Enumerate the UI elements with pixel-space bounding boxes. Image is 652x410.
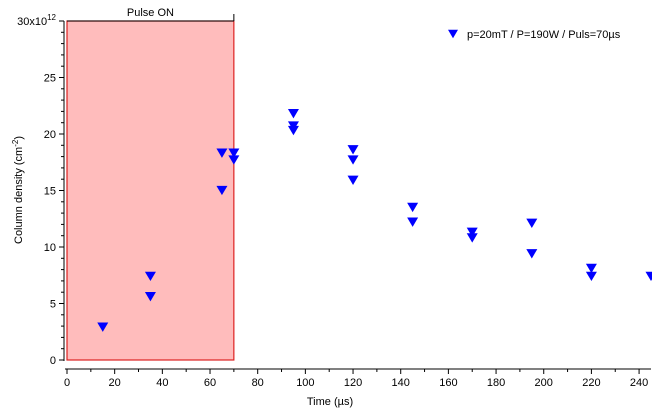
data-point [97, 322, 109, 332]
x-tick-label: 180 [487, 377, 505, 389]
y-tick-label: 15 [44, 186, 56, 198]
data-point [228, 148, 240, 158]
x-tick-label: 80 [252, 377, 264, 389]
legend: p=20mT / P=190W / Puls=70µs [448, 29, 621, 41]
x-axis-label: Time (µs) [307, 396, 353, 408]
data-point [347, 155, 359, 165]
data-point [228, 155, 240, 165]
data-point [585, 271, 597, 282]
data-point [144, 271, 156, 282]
y-axis-label: Column density (cm-2) [11, 136, 25, 244]
data-point [144, 292, 156, 302]
data-point [347, 145, 359, 155]
y-tick-label: 25 [44, 73, 56, 85]
x-tick-label: 160 [439, 377, 457, 389]
legend-label: p=20mT / P=190W / Puls=70µs [467, 29, 621, 41]
data-point [466, 233, 478, 243]
x-tick-label: 20 [109, 377, 121, 389]
y-axis-label-exponent: -2 [11, 139, 20, 147]
y-axis-ticks: 0 5 10 15 20 25 [44, 20, 64, 367]
y-tick-label-top: 30x1012 [17, 13, 56, 28]
y-tick-top-exponent: 12 [47, 13, 56, 22]
y-tick-label: 20 [44, 129, 56, 141]
x-tick-label: 220 [582, 377, 600, 389]
y-axis-label-main: Column density (cm [13, 147, 25, 244]
pulse-on-label: Pulse ON [127, 7, 174, 19]
y-tick-label: 5 [50, 299, 56, 311]
y-tick-label: 10 [44, 242, 56, 254]
y-tick-top-mantissa: 30x10 [17, 16, 47, 28]
x-tick-label: 120 [344, 377, 362, 389]
data-point [287, 125, 299, 136]
data-point [407, 202, 419, 213]
x-tick-label: 200 [535, 377, 553, 389]
legend-marker [448, 29, 458, 39]
pulse-on-region [66, 20, 235, 361]
x-tick-label: 60 [204, 377, 216, 389]
data-point [526, 218, 538, 228]
data-point [645, 271, 652, 282]
data-point [585, 263, 597, 274]
data-point [407, 217, 419, 227]
x-tick-label: 140 [392, 377, 410, 389]
data-point [287, 108, 299, 119]
data-point [216, 148, 228, 158]
x-tick-label: 0 [64, 377, 70, 389]
data-point [216, 185, 228, 196]
x-axis-ticks: 0 20 40 60 80 100 120 140 160 180 200 220 240 [64, 369, 648, 389]
x-tick-label: 40 [156, 377, 168, 389]
data-point [347, 175, 359, 186]
data-point [466, 227, 478, 237]
data-points [97, 108, 652, 332]
data-point [526, 249, 538, 259]
x-tick-label: 100 [296, 377, 314, 389]
x-tick-label: 240 [630, 377, 648, 389]
y-tick-label: 0 [50, 355, 56, 367]
y-axis-label-close: ) [13, 136, 25, 140]
